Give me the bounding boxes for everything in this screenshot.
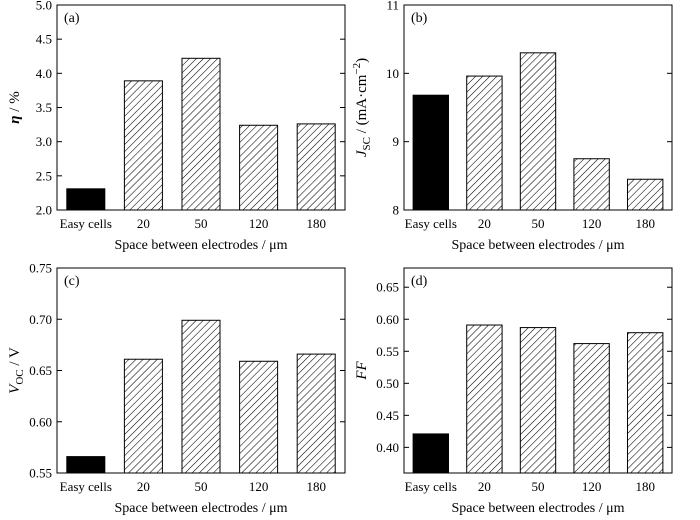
ytick-label-a-0: 2.0 [36, 203, 52, 218]
ytick-label-d-3: 0.55 [376, 344, 399, 359]
y-axis-title-part-b-2: / (mA·cm [354, 74, 370, 137]
y-axis-title-part-c-1: OC [14, 369, 26, 384]
y-axis-title-b: JSC / (mA·cm−2) [351, 58, 373, 157]
panel-c: 0.55 0.60 0.65 0.70 0.75 Easy cells 20 50 120 180… [7, 261, 346, 516]
category-label-c-2: 50 [195, 479, 208, 494]
ytick-label-d-5: 0.65 [376, 280, 399, 295]
bar-c-0 [66, 456, 106, 474]
ytick-label-a-5: 4.5 [36, 32, 52, 47]
y-axis-title-part-c-0: V [7, 383, 23, 394]
y-axis-title-part-b-1: SC [361, 137, 373, 150]
bar-c-1 [123, 358, 163, 474]
ytick-label-d-1: 0.45 [376, 408, 399, 423]
ytick-label-c-4: 0.75 [29, 261, 52, 276]
bar-c-3 [239, 360, 279, 474]
bar-b-4 [627, 178, 664, 211]
category-label-a-2: 50 [195, 216, 208, 231]
category-label-a-4: 180 [306, 216, 326, 231]
category-label-b-0: Easy cells [405, 216, 457, 231]
ytick-label-a-3: 3.5 [36, 100, 52, 115]
panel-d: 0.40 0.45 0.50 0.55 0.60 0.65 Easy cells 20 50 12… [354, 267, 673, 516]
panel-a: 2.0 2.5 3.0 3.5 4.0 4.5 5.0 Easy cells 20 50 120 18… [7, 0, 346, 253]
bar-b-3 [573, 158, 610, 211]
ytick-label-a-2: 3.0 [36, 134, 52, 149]
x-axis-title-c: Space between electrodes / μm [114, 501, 287, 516]
category-label-b-3: 120 [582, 216, 602, 231]
y-axis-title-part-c-2: / V [7, 347, 23, 369]
category-label-c-0: Easy cells [60, 479, 112, 494]
category-label-c-4: 180 [306, 479, 326, 494]
ytick-label-a-1: 2.5 [36, 168, 52, 183]
plot-frame-d [403, 267, 673, 474]
y-axis-title-part-d-0: FF [354, 361, 370, 381]
bar-a-3 [239, 124, 279, 211]
y-axis-title-part-b-3: −2 [351, 63, 363, 75]
bar-a-0 [66, 188, 106, 211]
bar-d-1 [466, 324, 503, 474]
x-axis-title-b: Space between electrodes / μm [451, 238, 624, 253]
x-axis-title-a: Space between electrodes / μm [114, 238, 287, 253]
bar-d-2 [519, 327, 557, 474]
plot-frame-b [403, 4, 673, 211]
bar-b-0 [412, 94, 449, 211]
bar-a-4 [296, 123, 336, 211]
ytick-label-c-3: 0.70 [29, 312, 52, 327]
ytick-label-d-2: 0.50 [376, 376, 399, 391]
y-axis-title-part-a-1: / % [7, 91, 23, 115]
bar-b-2 [519, 52, 557, 211]
y-axis-title-part-a-0: η [7, 115, 23, 123]
category-label-d-0: Easy cells [405, 479, 457, 494]
bar-a-2 [181, 57, 221, 211]
category-label-a-3: 120 [249, 216, 269, 231]
y-axis-title-part-b-0: J [354, 149, 370, 157]
ytick-label-b-3: 11 [386, 0, 399, 13]
category-label-a-0: Easy cells [60, 216, 112, 231]
panel-label-c: (c) [64, 274, 80, 289]
x-axis-title-d: Space between electrodes / μm [451, 501, 624, 516]
panel-label-b: (b) [411, 11, 428, 26]
y-axis-title-a: η / % [7, 91, 23, 123]
bar-b-1 [466, 75, 503, 211]
ytick-label-c-2: 0.65 [29, 363, 52, 378]
category-label-c-1: 20 [137, 479, 150, 494]
category-label-d-2: 50 [532, 479, 545, 494]
y-axis-title-d: FF [354, 361, 370, 381]
ytick-label-b-1: 9 [393, 134, 400, 149]
ytick-label-d-4: 0.60 [376, 312, 399, 327]
ytick-label-a-6: 5.0 [36, 0, 52, 13]
category-label-b-2: 50 [532, 216, 545, 231]
bar-d-4 [627, 332, 664, 474]
category-label-d-4: 180 [635, 479, 655, 494]
ytick-label-a-4: 4.0 [36, 66, 52, 81]
ytick-label-b-0: 8 [393, 203, 400, 218]
bar-d-0 [412, 433, 449, 474]
category-label-c-3: 120 [249, 479, 269, 494]
bar-c-4 [296, 353, 336, 474]
bar-d-3 [573, 343, 610, 474]
category-label-d-1: 20 [478, 479, 491, 494]
y-axis-title-c: VOC / V [7, 347, 26, 394]
panel-label-a: (a) [64, 11, 80, 26]
ytick-label-d-0: 0.40 [376, 440, 399, 455]
y-axis-title-part-b-4: ) [354, 58, 370, 63]
category-label-a-1: 20 [137, 216, 150, 231]
category-label-b-4: 180 [635, 216, 655, 231]
panel-b: 8 9 10 11 Easy cells 20 50 120 180 Space between … [351, 0, 673, 253]
ytick-label-c-1: 0.60 [29, 414, 52, 429]
panel-label-d: (d) [411, 274, 428, 289]
ytick-label-b-2: 10 [386, 66, 399, 81]
ytick-label-c-0: 0.55 [29, 466, 52, 481]
bar-a-1 [123, 80, 163, 211]
bar-c-2 [181, 319, 221, 474]
category-label-b-1: 20 [478, 216, 491, 231]
category-label-d-3: 120 [582, 479, 602, 494]
